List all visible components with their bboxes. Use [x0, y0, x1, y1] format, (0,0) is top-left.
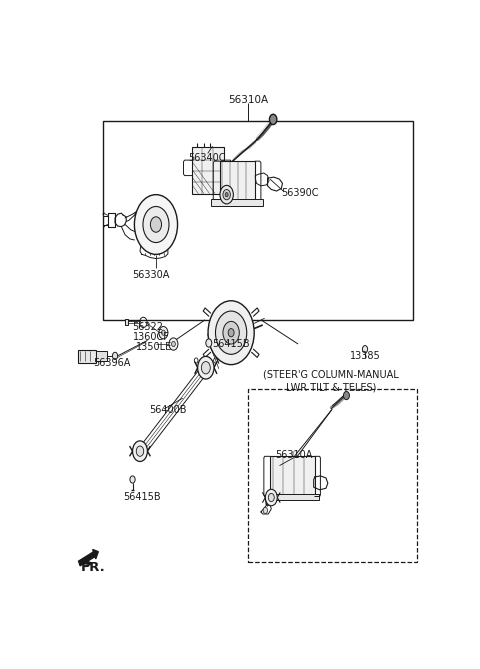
Circle shape: [134, 195, 178, 254]
Circle shape: [206, 339, 212, 347]
Circle shape: [112, 353, 118, 359]
Text: 56310A: 56310A: [276, 450, 313, 460]
Text: 13385: 13385: [349, 351, 381, 361]
Text: 56340C: 56340C: [188, 153, 226, 163]
Text: 1350LE: 1350LE: [136, 342, 172, 352]
Circle shape: [130, 476, 135, 483]
Circle shape: [162, 330, 165, 335]
Text: 56415B: 56415B: [123, 492, 161, 502]
Text: (STEER'G COLUMN-MANUAL
LWR TILT & TELES): (STEER'G COLUMN-MANUAL LWR TILT & TELES): [263, 370, 399, 393]
FancyArrow shape: [79, 549, 98, 566]
Circle shape: [159, 326, 168, 339]
Circle shape: [268, 494, 274, 502]
Circle shape: [143, 207, 169, 243]
Circle shape: [362, 346, 368, 353]
Circle shape: [171, 341, 175, 347]
Text: FR.: FR.: [81, 561, 105, 574]
Bar: [270, 456, 315, 495]
Circle shape: [344, 391, 349, 399]
Circle shape: [150, 217, 162, 232]
Bar: [248, 389, 417, 562]
Circle shape: [228, 328, 234, 337]
Bar: [125, 319, 128, 326]
Circle shape: [136, 446, 144, 456]
Text: 56322: 56322: [132, 322, 164, 332]
Circle shape: [223, 321, 240, 344]
Bar: [78, 350, 96, 363]
Bar: [96, 351, 107, 361]
Text: 56396A: 56396A: [93, 357, 130, 367]
Circle shape: [202, 361, 210, 374]
Bar: [211, 199, 263, 207]
Text: 1360CF: 1360CF: [132, 332, 169, 342]
Circle shape: [132, 441, 147, 462]
Circle shape: [198, 357, 214, 379]
Circle shape: [223, 189, 230, 200]
Text: 56400B: 56400B: [149, 405, 187, 415]
Circle shape: [225, 193, 228, 197]
Bar: [220, 161, 255, 200]
Circle shape: [208, 301, 254, 365]
Bar: [103, 122, 413, 320]
Circle shape: [269, 114, 277, 124]
Circle shape: [169, 338, 178, 350]
Circle shape: [263, 507, 267, 514]
Bar: [266, 494, 319, 500]
Bar: [192, 147, 224, 193]
Text: 56330A: 56330A: [132, 270, 170, 280]
Text: 56415B: 56415B: [212, 339, 250, 349]
Text: 56310A: 56310A: [228, 95, 268, 105]
Circle shape: [265, 489, 277, 506]
Circle shape: [220, 185, 233, 204]
Circle shape: [216, 311, 247, 355]
Text: 56390C: 56390C: [281, 187, 319, 197]
